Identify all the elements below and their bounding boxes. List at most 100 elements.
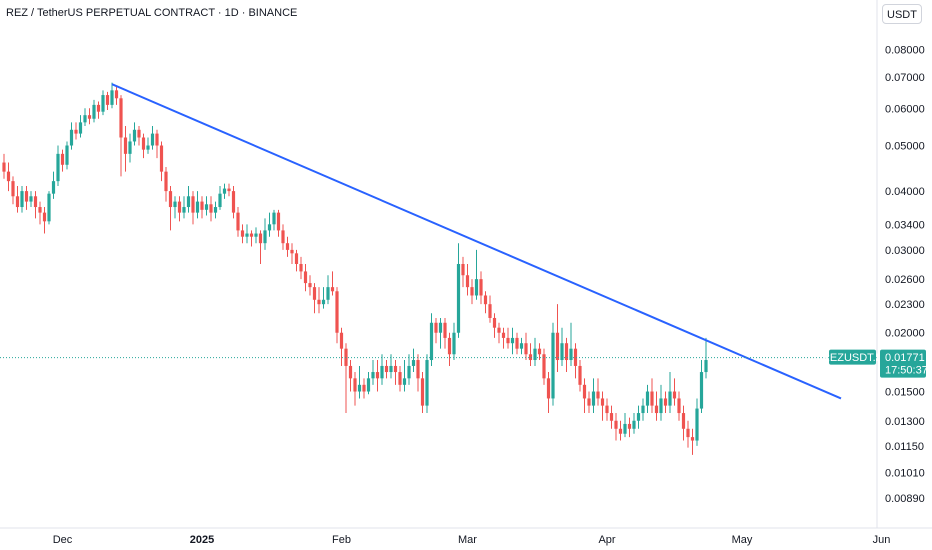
candle[interactable] xyxy=(267,212,272,237)
candle[interactable] xyxy=(654,391,659,421)
candle[interactable] xyxy=(195,191,200,219)
candle[interactable] xyxy=(609,405,614,429)
candle[interactable] xyxy=(299,256,303,280)
candle[interactable] xyxy=(249,230,254,247)
candle[interactable] xyxy=(389,354,393,379)
candle[interactable] xyxy=(600,391,605,421)
candle[interactable] xyxy=(38,201,42,225)
candle[interactable] xyxy=(645,384,650,414)
candle[interactable] xyxy=(105,91,110,110)
candle[interactable] xyxy=(15,186,20,213)
candle[interactable] xyxy=(506,327,510,349)
candle[interactable] xyxy=(303,263,308,292)
candle[interactable] xyxy=(164,167,168,202)
candle[interactable] xyxy=(537,343,542,361)
candle[interactable] xyxy=(294,249,299,272)
candle[interactable] xyxy=(452,322,456,361)
candle[interactable] xyxy=(29,191,33,208)
candle[interactable] xyxy=(281,224,285,250)
candle[interactable] xyxy=(137,126,141,146)
candle[interactable] xyxy=(330,271,335,296)
candle[interactable] xyxy=(150,126,155,150)
candle[interactable] xyxy=(470,279,474,305)
candle[interactable] xyxy=(24,186,29,210)
candle[interactable] xyxy=(569,322,573,366)
candle[interactable] xyxy=(209,196,213,222)
currency-button[interactable]: USDT xyxy=(882,4,922,24)
candle[interactable] xyxy=(123,126,128,172)
candle[interactable] xyxy=(83,108,87,127)
candle[interactable] xyxy=(258,230,263,264)
candle[interactable] xyxy=(677,391,681,421)
candle[interactable] xyxy=(371,360,375,385)
candle[interactable] xyxy=(627,417,632,438)
candle[interactable] xyxy=(699,360,704,414)
candle[interactable] xyxy=(222,183,227,199)
candle[interactable] xyxy=(168,186,173,231)
candle[interactable] xyxy=(618,420,623,441)
candle[interactable] xyxy=(141,133,146,159)
candle[interactable] xyxy=(690,428,695,455)
candle[interactable] xyxy=(578,360,582,392)
candle[interactable] xyxy=(204,196,209,216)
candle[interactable] xyxy=(375,360,380,392)
candle[interactable] xyxy=(542,348,546,385)
candle[interactable] xyxy=(461,256,465,288)
candle[interactable] xyxy=(425,354,429,414)
candle[interactable] xyxy=(101,90,105,116)
candle[interactable] xyxy=(447,332,452,366)
candle[interactable] xyxy=(96,101,101,119)
trendline[interactable] xyxy=(111,83,842,400)
candle[interactable] xyxy=(479,271,483,305)
candle[interactable] xyxy=(290,243,294,264)
candle[interactable] xyxy=(555,304,560,373)
candle[interactable] xyxy=(348,360,353,392)
candle[interactable] xyxy=(339,327,344,366)
candle[interactable] xyxy=(510,327,515,355)
candle[interactable] xyxy=(344,343,348,414)
candle[interactable] xyxy=(335,287,339,344)
candle[interactable] xyxy=(623,413,627,438)
candle[interactable] xyxy=(51,171,56,199)
candle[interactable] xyxy=(191,191,195,225)
candle[interactable] xyxy=(605,398,609,421)
candle[interactable] xyxy=(632,413,636,434)
candle[interactable] xyxy=(119,95,123,177)
candle[interactable] xyxy=(528,343,533,366)
candle[interactable] xyxy=(78,115,83,138)
candle[interactable] xyxy=(317,287,321,314)
candle[interactable] xyxy=(353,372,357,406)
candle[interactable] xyxy=(74,122,78,140)
price-axis[interactable]: 0.08000 0.07000 0.06000 0.05000 0.04000 0.034… xyxy=(885,44,925,505)
candle[interactable] xyxy=(398,365,402,392)
candle[interactable] xyxy=(177,196,182,222)
candle[interactable] xyxy=(263,218,267,250)
candle[interactable] xyxy=(285,236,290,257)
candle[interactable] xyxy=(551,322,555,406)
candle[interactable] xyxy=(564,337,569,373)
candle[interactable] xyxy=(533,337,537,366)
candle[interactable] xyxy=(443,317,447,349)
candle[interactable] xyxy=(245,224,249,244)
candle[interactable] xyxy=(591,378,596,414)
candle[interactable] xyxy=(173,196,177,219)
trendline-group[interactable] xyxy=(111,83,842,400)
candle[interactable] xyxy=(326,275,330,305)
candle[interactable] xyxy=(668,372,672,414)
candle[interactable] xyxy=(146,137,150,154)
candle[interactable] xyxy=(416,354,420,392)
candle[interactable] xyxy=(110,82,114,109)
candle[interactable] xyxy=(11,176,15,205)
candle[interactable] xyxy=(128,133,132,163)
candle[interactable] xyxy=(488,295,492,323)
candle[interactable] xyxy=(321,287,326,309)
candle[interactable] xyxy=(483,291,488,314)
candle[interactable] xyxy=(362,378,366,399)
candle[interactable] xyxy=(519,337,524,355)
candle[interactable] xyxy=(69,122,74,150)
candle[interactable] xyxy=(524,332,528,361)
candle[interactable] xyxy=(546,372,551,414)
candle[interactable] xyxy=(582,378,587,414)
candle[interactable] xyxy=(429,313,434,366)
